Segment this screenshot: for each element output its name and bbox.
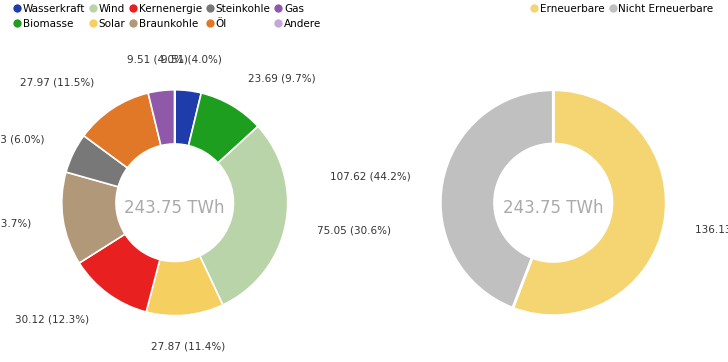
Wedge shape [513,90,666,316]
Text: 33.59 (13.7%): 33.59 (13.7%) [0,219,31,228]
Text: 27.87 (11.4%): 27.87 (11.4%) [151,342,225,352]
Wedge shape [62,172,125,263]
Wedge shape [175,90,201,146]
Text: 14.43 (6.0%): 14.43 (6.0%) [0,134,45,144]
Text: 27.97 (11.5%): 27.97 (11.5%) [20,77,95,87]
Wedge shape [148,90,175,146]
Text: 243.75 TWh: 243.75 TWh [503,199,604,217]
Text: 107.62 (44.2%): 107.62 (44.2%) [331,171,411,181]
Wedge shape [79,234,160,312]
Wedge shape [199,126,288,305]
Wedge shape [189,93,258,163]
Text: 9.51 (4.0%): 9.51 (4.0%) [162,54,222,64]
Text: 30.12 (12.3%): 30.12 (12.3%) [15,315,90,324]
Wedge shape [66,136,127,187]
Wedge shape [84,93,161,168]
Text: 75.05 (30.6%): 75.05 (30.6%) [317,226,390,236]
Text: 136.13 (55.8%): 136.13 (55.8%) [695,224,728,234]
Legend: Wasserkraft, Biomasse, Wind, Solar, Kernenergie, Braunkohle, Steinkohle, Öl, Gas: Wasserkraft, Biomasse, Wind, Solar, Kern… [12,1,323,31]
Wedge shape [146,256,223,316]
Text: 9.51 (4.0%): 9.51 (4.0%) [127,54,188,64]
Text: 243.75 TWh: 243.75 TWh [124,199,225,217]
Text: 23.69 (9.7%): 23.69 (9.7%) [248,73,316,83]
Wedge shape [440,90,553,308]
Legend: Erneuerbare, Nicht Erneuerbare: Erneuerbare, Nicht Erneuerbare [530,1,716,16]
